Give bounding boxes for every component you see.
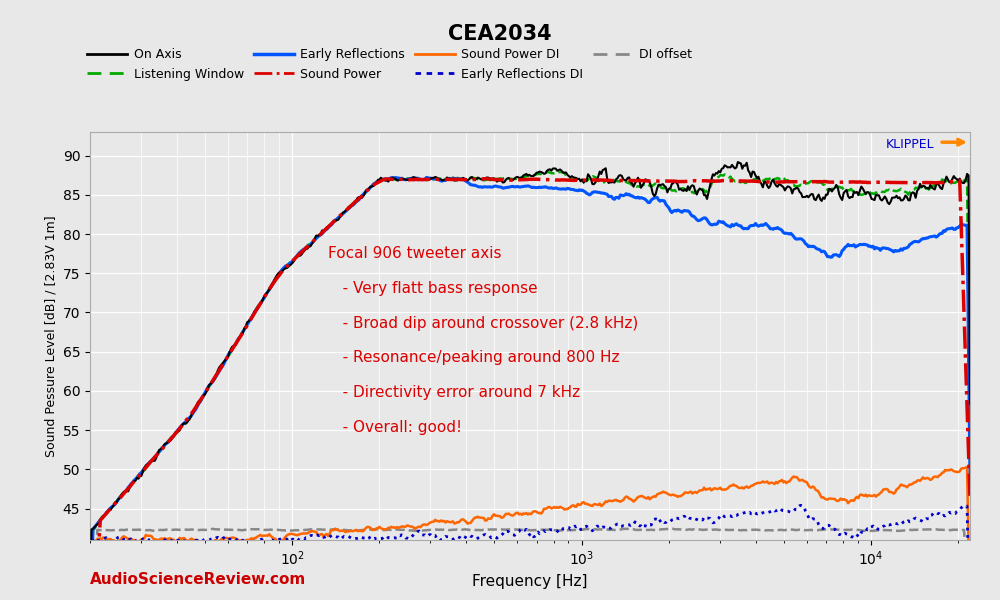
Text: - Broad dip around crossover (2.8 kHz): - Broad dip around crossover (2.8 kHz) [328,316,638,331]
Text: AudioScienceReview.com: AudioScienceReview.com [90,572,306,587]
Text: - Overall: good!: - Overall: good! [328,419,462,434]
Text: - Very flatt bass response: - Very flatt bass response [328,281,537,296]
Text: KLIPPEL: KLIPPEL [886,138,935,151]
Text: Focal 906 tweeter axis: Focal 906 tweeter axis [328,246,501,261]
Y-axis label: Sound Pessure Level [dB] / [2.83V 1m]: Sound Pessure Level [dB] / [2.83V 1m] [44,215,57,457]
Text: - Resonance/peaking around 800 Hz: - Resonance/peaking around 800 Hz [328,350,619,365]
Text: - Directivity error around 7 kHz: - Directivity error around 7 kHz [328,385,580,400]
X-axis label: Frequency [Hz]: Frequency [Hz] [472,574,588,589]
Legend: On Axis, Listening Window, Early Reflections, Sound Power, Sound Power DI, Early: On Axis, Listening Window, Early Reflect… [87,49,692,81]
Text: CEA2034: CEA2034 [448,24,552,44]
